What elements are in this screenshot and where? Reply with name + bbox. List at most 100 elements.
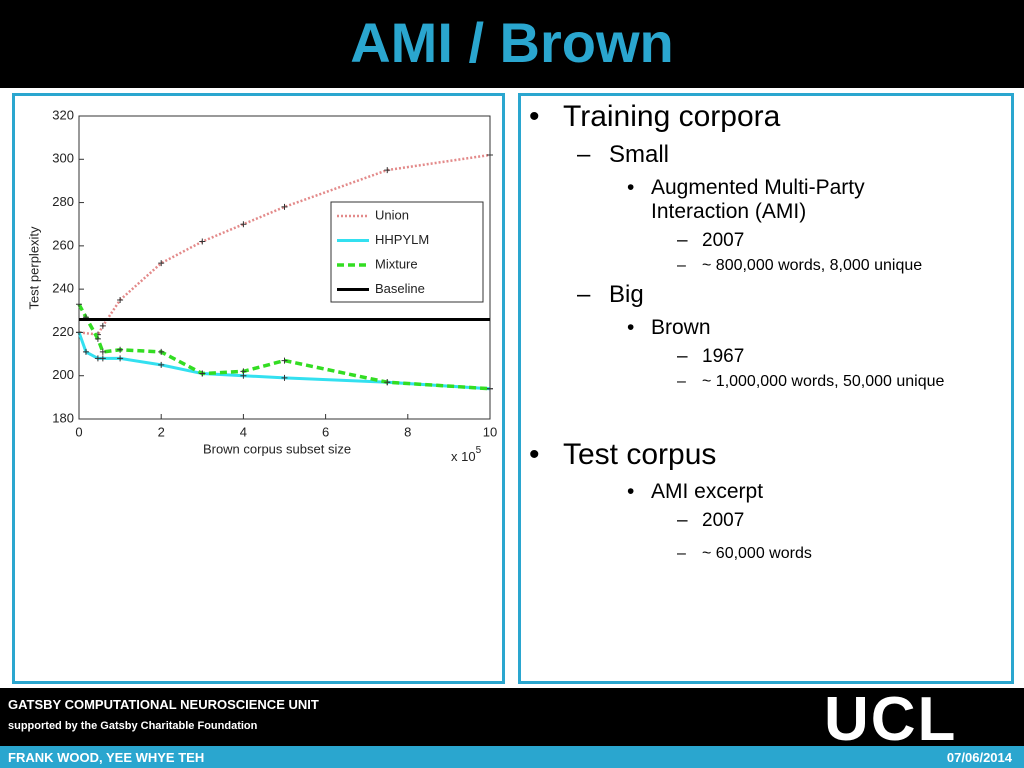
bullet-text: ~ 60,000 words xyxy=(702,545,812,562)
legend-label: Union xyxy=(375,207,409,222)
bullet-text: Big xyxy=(609,281,644,308)
legend-label: Mixture xyxy=(375,256,418,271)
point-marker xyxy=(487,151,493,158)
marker: – xyxy=(677,545,686,562)
marker: – xyxy=(677,346,688,367)
marker: – xyxy=(677,510,688,531)
marker: – xyxy=(577,141,591,168)
x-tick-label: 2 xyxy=(158,424,165,439)
bullet: – ~ 800,000 words, 8,000 unique xyxy=(677,257,922,275)
slide-title: AMI / Brown xyxy=(0,0,1024,88)
marker: – xyxy=(577,281,591,308)
bullet-text: ~ 1,000,000 words, 50,000 unique xyxy=(702,373,945,390)
bottom-bar: FRANK WOOD, YEE WHYE TEH 07/06/2014 xyxy=(0,746,1024,768)
marker: – xyxy=(677,230,688,251)
point-marker xyxy=(82,348,89,355)
point-marker xyxy=(240,368,247,375)
point-marker xyxy=(158,348,165,355)
point-marker xyxy=(76,301,82,308)
point-marker xyxy=(117,355,124,362)
authors: FRANK WOOD, YEE WHYE TEH xyxy=(8,750,205,765)
logo: UCL xyxy=(824,685,958,754)
bullet-text: Augmented Multi-Party Interaction (AMI) xyxy=(651,176,865,223)
chart: 180 200 220 240 260 280 300 320 0 2 4 6 8 10 Brown cor… xyxy=(26,107,497,465)
marker: • xyxy=(627,316,635,339)
multiplier-base: x 10 xyxy=(451,449,476,464)
footer: GATSBY COMPUTATIONAL NEUROSCIENCE UNIT s… xyxy=(0,685,1024,754)
marker: – xyxy=(677,257,686,274)
bullet: • Brown xyxy=(627,316,711,340)
legend-label: HHPYLM xyxy=(375,232,429,247)
point-marker xyxy=(99,355,106,362)
unit-name: GATSBY COMPUTATIONAL NEUROSCIENCE UNIT xyxy=(8,697,319,712)
point-marker xyxy=(117,346,124,353)
marker: – xyxy=(677,373,686,390)
point-marker xyxy=(99,348,106,355)
bullet: – ~ 1,000,000 words, 50,000 unique xyxy=(677,373,944,391)
point-marker xyxy=(281,357,288,364)
support-note: supported by the Gatsby Charitable Found… xyxy=(8,720,258,732)
point-marker xyxy=(281,203,288,210)
marker: • xyxy=(627,176,635,199)
y-tick-label: 280 xyxy=(52,194,74,209)
bullet: • Augmented Multi-Party Interaction (AMI) xyxy=(627,176,917,224)
point-marker xyxy=(158,260,165,267)
bullet: –2007 xyxy=(677,230,744,252)
point-marker xyxy=(281,374,288,381)
series-line xyxy=(78,153,491,336)
point-marker xyxy=(199,238,206,245)
bullet-text: Training corpora xyxy=(563,100,781,133)
y-tick-label: 320 xyxy=(52,107,74,122)
point-marker xyxy=(240,221,247,228)
y-tick-label: 200 xyxy=(52,367,74,382)
bullet-text: Test corpus xyxy=(563,438,717,471)
y-tick-label: 300 xyxy=(52,151,74,166)
point-marker xyxy=(487,385,493,392)
y-tick-label: 260 xyxy=(52,237,74,252)
x-tick-label: 4 xyxy=(240,424,247,439)
bullet-text: Brown xyxy=(651,316,711,339)
date: 07/06/2014 xyxy=(946,750,1012,765)
point-marker xyxy=(117,296,124,303)
text-panel: • Training corpora – Small • Augmented Mult… xyxy=(518,93,1014,684)
point-marker xyxy=(76,329,82,336)
bullet-text: AMI excerpt xyxy=(651,480,764,503)
x-tick-label: 6 xyxy=(322,424,329,439)
x-tick-label: 0 xyxy=(75,424,82,439)
point-marker xyxy=(199,370,206,377)
y-axis-label: Test perplexity xyxy=(26,226,41,310)
y-tick-label: 220 xyxy=(52,324,74,339)
bullet-text: 1967 xyxy=(702,346,745,367)
y-tick-label: 240 xyxy=(52,281,74,296)
legend-label: Baseline xyxy=(375,281,425,296)
bullet-text: 2007 xyxy=(702,230,745,251)
bullet: – ~ 60,000 words xyxy=(677,545,812,563)
bullet: – Big xyxy=(577,281,644,309)
point-marker xyxy=(99,322,106,329)
chart-panel: 180 200 220 240 260 280 300 320 0 2 4 6 8 10 Brown cor… xyxy=(12,93,505,684)
point-marker xyxy=(158,361,165,368)
multiplier-exponent: 5 xyxy=(476,445,482,456)
bullet-text: Small xyxy=(609,141,670,168)
bullet: • Test corpus xyxy=(529,438,716,472)
bullet: • AMI excerpt xyxy=(627,480,763,504)
bullet: –1967 xyxy=(677,346,744,368)
point-marker xyxy=(384,167,391,174)
marker: • xyxy=(529,100,540,133)
x-tick-label: 8 xyxy=(404,424,411,439)
x-tick-label: 10 xyxy=(483,424,497,439)
marker: • xyxy=(627,480,635,503)
marker: • xyxy=(529,438,540,471)
bullet-text: 2007 xyxy=(702,510,745,531)
point-marker xyxy=(384,379,391,386)
bullet: –2007 xyxy=(677,510,744,532)
bullet: • Training corpora xyxy=(529,100,780,134)
bullet: – Small xyxy=(577,141,669,169)
point-marker xyxy=(94,335,101,342)
bullet-text: ~ 800,000 words, 8,000 unique xyxy=(702,257,923,274)
legend-box xyxy=(330,201,484,303)
y-tick-label: 180 xyxy=(52,410,74,425)
x-axis-label: Brown corpus subset size xyxy=(203,441,351,456)
x-multiplier: x 105 xyxy=(451,445,482,465)
